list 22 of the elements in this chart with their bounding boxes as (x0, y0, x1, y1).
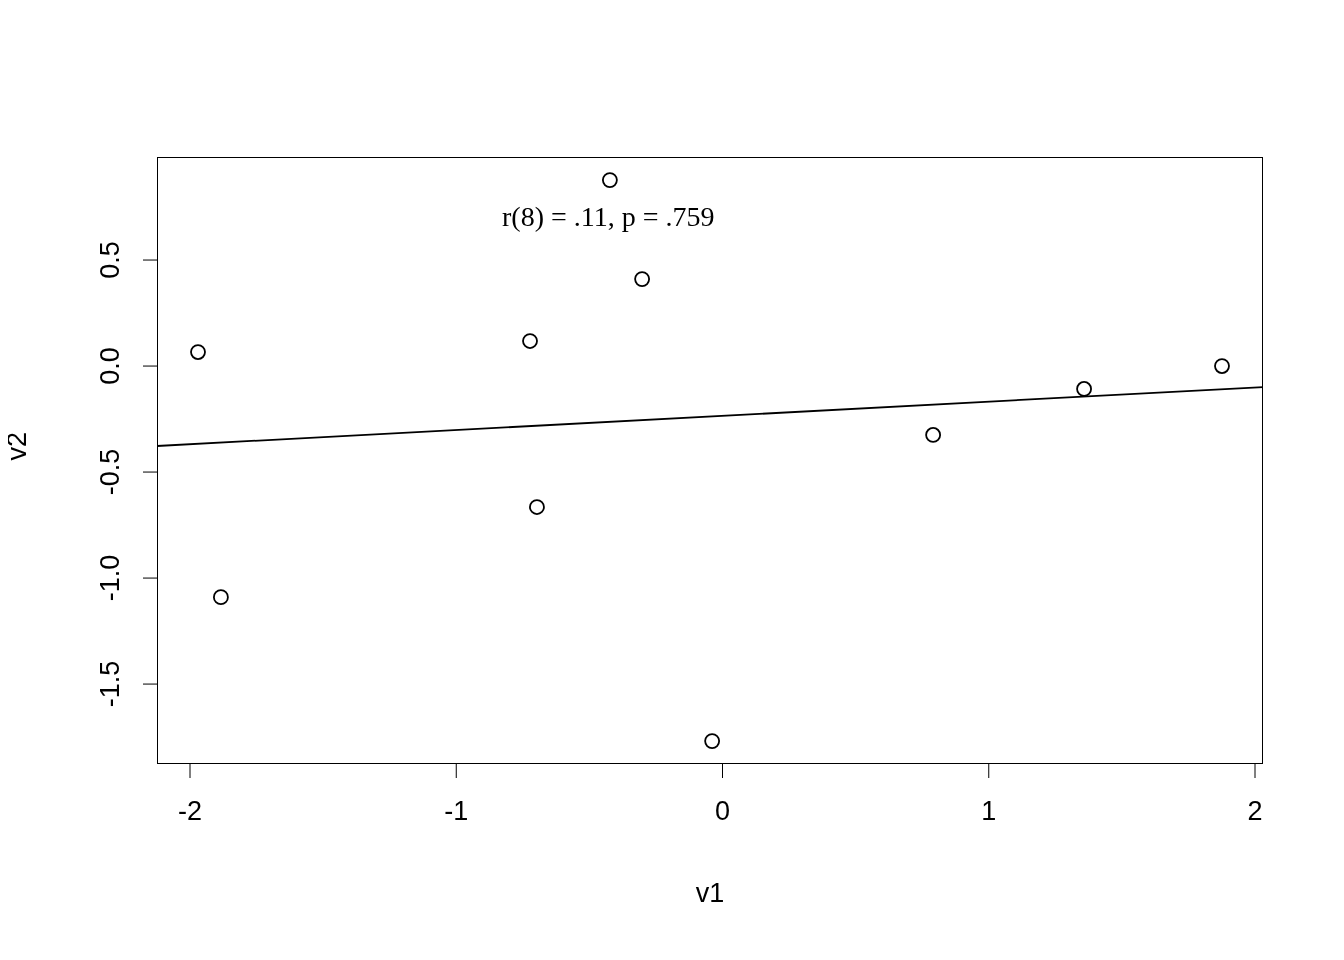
point (190, 344, 206, 360)
y-tick-label: 0.0 (95, 347, 125, 385)
x-tick-label: -1 (444, 796, 469, 826)
x-tick-label: 2 (1247, 796, 1263, 826)
point (704, 733, 721, 749)
point (634, 271, 651, 288)
x-tick-label: -2 (178, 796, 203, 826)
y-tick-label: -0.5 (95, 448, 125, 496)
x-tick-label: 1 (981, 796, 997, 826)
point (529, 499, 545, 515)
point (213, 589, 229, 606)
point (925, 427, 942, 443)
y-tick-label: 0.5 (95, 241, 125, 279)
point (1214, 358, 1230, 374)
point (1076, 381, 1092, 397)
x-tick-label: 0 (715, 796, 731, 826)
y-tick-label: -1.5 (95, 660, 125, 708)
point (601, 172, 618, 189)
annotation: r(8) = .11, p = .759 (502, 200, 715, 234)
y-tick-label: -1.0 (95, 554, 125, 602)
x-axis-title: v1 (695, 878, 725, 908)
point (522, 333, 538, 349)
